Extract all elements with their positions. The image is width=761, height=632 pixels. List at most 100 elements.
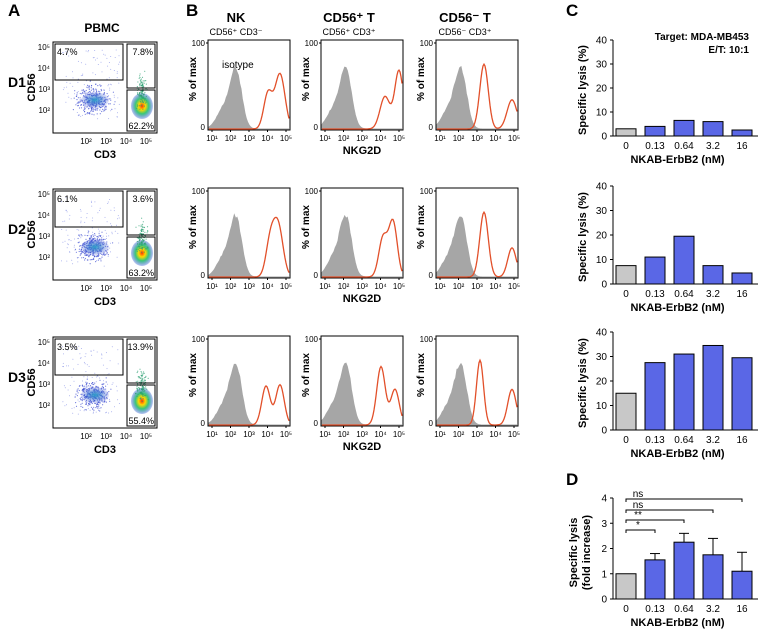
event-dot — [104, 108, 106, 110]
x-tick-label: 10³ — [243, 134, 255, 143]
event-dot — [98, 409, 100, 411]
event-dot — [77, 392, 79, 394]
col-title-cd56pos-t: CD56⁺ T — [323, 10, 375, 25]
event-dot — [88, 112, 90, 114]
event-dot — [141, 385, 143, 387]
event-dot — [106, 238, 107, 239]
event-dot — [142, 240, 145, 242]
event-dot — [135, 249, 137, 251]
event-dot — [81, 235, 83, 237]
event-dot — [112, 382, 114, 384]
isotype-label: isotype — [222, 60, 254, 71]
event-dot — [114, 108, 116, 110]
histogram-xlabel: NKG2D — [343, 145, 382, 157]
event-dot — [110, 110, 112, 112]
event-dot — [146, 226, 149, 228]
event-dot — [105, 253, 107, 255]
x-tick-label: 0.64 — [674, 289, 694, 300]
y-tick-label: 100 — [192, 335, 206, 344]
event-dot — [72, 345, 74, 347]
bar-chart-c-row3: 0 10 20 30 40 0 0.13 0.64 3.2 16 NKAB-ErbB2 (nM) Sp… — [577, 328, 758, 460]
y-tick-label: 10³ — [38, 85, 50, 94]
event-dot — [143, 100, 145, 102]
event-dot — [141, 217, 143, 219]
event-dot — [81, 114, 83, 116]
event-dot — [69, 214, 71, 216]
x-tick-label: 0.13 — [645, 289, 665, 300]
event-dot — [80, 403, 82, 405]
event-dot — [81, 89, 83, 91]
event-dot — [107, 85, 109, 87]
event-dot — [72, 263, 74, 265]
event-dot — [116, 256, 118, 258]
event-dot — [92, 72, 94, 74]
event-dot — [145, 95, 147, 97]
event-dot — [91, 383, 93, 385]
event-dot — [63, 385, 65, 387]
event-dot — [106, 368, 108, 370]
event-dot — [113, 207, 115, 209]
event-dot — [95, 108, 97, 110]
y-tick-label: 100 — [420, 187, 434, 196]
event-dot — [99, 379, 101, 381]
event-dot — [71, 259, 73, 261]
bar-0.13 — [644, 362, 666, 431]
y-tick-label: 10 — [596, 255, 608, 266]
event-dot — [101, 256, 103, 258]
event-dot — [69, 251, 71, 253]
significance-label: * — [636, 520, 640, 531]
event-dot — [108, 98, 110, 100]
event-dot — [76, 94, 78, 96]
event-dot — [96, 403, 98, 405]
histogram-ylabel: % of max — [188, 353, 199, 397]
event-dot — [79, 97, 81, 99]
gate-percent-ur: 3.6% — [132, 194, 153, 204]
event-dot — [106, 221, 108, 223]
event-dot — [111, 233, 113, 235]
event-dot — [71, 376, 73, 378]
isotype-histogram — [436, 216, 517, 278]
event-dot — [136, 107, 138, 109]
x-tick-label: 10⁴ — [374, 134, 387, 143]
event-dot — [142, 371, 145, 373]
event-dot — [143, 82, 145, 84]
event-dot — [84, 92, 86, 94]
event-dot — [147, 230, 149, 232]
event-dot — [139, 83, 141, 85]
event-dot — [103, 254, 105, 256]
event-dot — [79, 235, 81, 237]
event-dot — [78, 401, 80, 403]
event-dot — [106, 235, 107, 237]
event-dot — [88, 238, 91, 240]
event-dot — [81, 93, 83, 95]
event-dot — [100, 90, 103, 92]
event-dot — [80, 357, 82, 359]
event-dot — [97, 107, 99, 110]
y-tick-label: 0 — [201, 123, 206, 132]
event-dot — [86, 387, 88, 389]
event-dot — [104, 229, 106, 231]
event-dot — [92, 57, 94, 59]
event-dot — [89, 113, 91, 115]
event-dot — [85, 371, 87, 373]
panel-letter-b: B — [186, 1, 198, 20]
scatter-plot-d1: 4.7% 7.8% 62.2% 10⁵ 10⁴ 10³ 10² 10² 10³ 10⁴ 10⁵ CD5… — [26, 41, 158, 161]
event-dot — [76, 395, 78, 397]
event-dot — [142, 95, 144, 97]
bar-16 — [731, 129, 753, 137]
event-dot — [74, 396, 76, 398]
event-dot — [62, 362, 64, 364]
event-dot — [66, 404, 67, 406]
event-dot — [110, 68, 112, 70]
gate-percent-ul: 3.5% — [57, 342, 78, 352]
event-dot — [145, 100, 147, 102]
x-tick-label: 10⁵ — [280, 134, 292, 143]
event-dot — [111, 231, 113, 233]
event-dot — [68, 218, 70, 220]
event-dot — [89, 385, 91, 387]
event-dot — [142, 395, 144, 397]
y-tick-label: 20 — [596, 84, 608, 95]
event-dot — [112, 91, 114, 93]
event-dot — [142, 221, 144, 223]
